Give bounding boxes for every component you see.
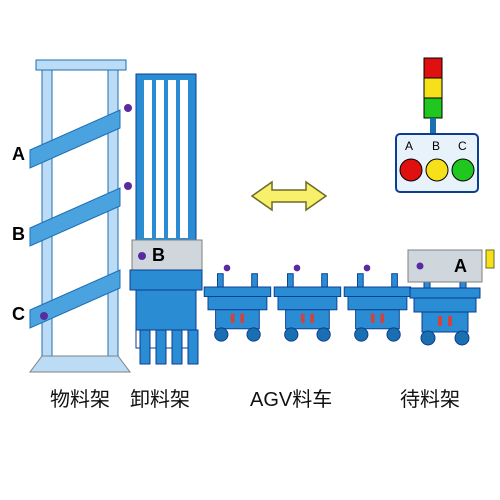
- sensor-icon: [486, 250, 494, 268]
- panel-light-a: [400, 159, 422, 181]
- double-arrow-icon: [252, 182, 326, 210]
- agv-carts: [204, 265, 411, 341]
- agv-cart: [274, 265, 341, 341]
- agv-cart: [204, 265, 271, 341]
- factory-diagram: A B C B: [0, 0, 500, 500]
- agv-cart: [344, 265, 411, 341]
- rack-label-c: C: [12, 304, 25, 324]
- indicator-panel: A B C: [396, 134, 478, 192]
- panel-light-c: [452, 159, 474, 181]
- panel-label-b: B: [432, 139, 440, 153]
- waiting-station: A: [408, 250, 494, 345]
- caption-unload: 卸料架: [130, 388, 190, 411]
- rack-label-a: A: [12, 144, 25, 164]
- rack-label-b: B: [12, 224, 25, 244]
- unloading-station: B: [130, 74, 202, 364]
- material-rack: [30, 60, 132, 372]
- unload-cart-letter: B: [152, 245, 165, 265]
- agv-cart: A: [408, 250, 482, 345]
- svg-text:A: A: [454, 256, 467, 276]
- panel-label-a: A: [405, 139, 413, 153]
- signal-tower: [424, 58, 442, 136]
- caption-agv: AGV料车: [250, 388, 332, 411]
- panel-label-c: C: [458, 139, 467, 153]
- caption-rack: 物料架: [50, 388, 110, 411]
- caption-wait: 待料架: [400, 388, 460, 411]
- panel-light-b: [426, 159, 448, 181]
